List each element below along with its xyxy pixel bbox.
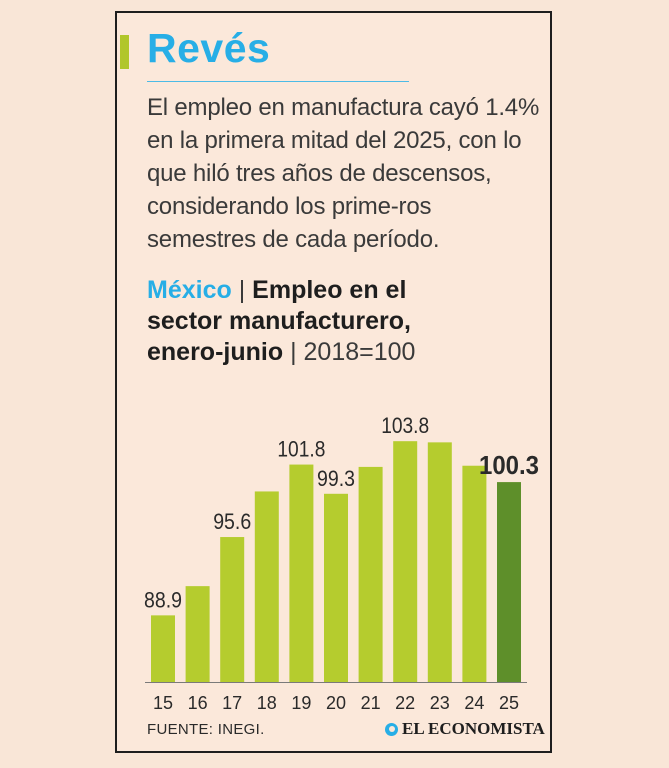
bar-21: [358, 466, 383, 682]
tick-label-25: 25: [499, 693, 519, 713]
bar-18: [254, 491, 279, 682]
employment-bar-chart: 88.9 15 16 95.6 17 18 101.8 19 99.3 20 21 103.8 22 23…: [144, 413, 539, 713]
chart-period: enero-junio: [147, 338, 284, 366]
tick-label-18: 18: [257, 693, 277, 713]
intro-paragraph: El empleo en manufactura cayó 1.4% en la…: [147, 94, 540, 253]
data-label-15: 88.9: [144, 587, 182, 612]
data-label-19: 101.8: [277, 437, 325, 462]
tick-label-24: 24: [464, 693, 484, 713]
tick-label-15: 15: [153, 693, 173, 713]
tick-label-17: 17: [222, 693, 242, 713]
infographic-card: Revés El empleo en manufactura cayó 1.4%…: [115, 11, 552, 753]
bar-16: [185, 586, 210, 682]
brand-logo: EL ECONOMISTA: [385, 719, 545, 739]
data-label-17: 95.6: [213, 509, 251, 534]
bar-20: [324, 493, 348, 682]
tick-label-23: 23: [430, 693, 450, 713]
data-label-20: 99.3: [317, 466, 355, 491]
tick-label-16: 16: [188, 693, 208, 713]
chart-heading: México | Empleo en el sector manufacture…: [147, 275, 547, 368]
bar-19: [289, 464, 314, 682]
title-accent-bar: [120, 35, 129, 69]
chart-country: México: [147, 276, 232, 304]
chart-heading-line1: Empleo en el: [252, 276, 407, 304]
data-label-25: 100.3: [479, 450, 539, 480]
brand-name: EL ECONOMISTA: [402, 719, 545, 738]
bar-24: [462, 465, 487, 682]
bar-25: [497, 482, 521, 682]
title-divider: [147, 81, 409, 82]
bar-15: [151, 615, 175, 682]
chart-heading-line2: sector manufacturero,: [147, 307, 411, 335]
chart-base: 2018=100: [303, 338, 416, 366]
bar-23: [427, 442, 452, 682]
tick-label-19: 19: [291, 693, 311, 713]
bar-22: [393, 441, 418, 682]
brand-icon: [385, 722, 398, 736]
data-label-22: 103.8: [381, 413, 429, 438]
heading-separator-2: |: [290, 338, 297, 366]
tick-label-21: 21: [361, 693, 381, 713]
infographic-title: Revés: [147, 25, 271, 71]
tick-label-22: 22: [395, 693, 415, 713]
bar-17: [220, 537, 245, 682]
tick-label-20: 20: [326, 693, 346, 713]
heading-separator: |: [238, 276, 246, 304]
source-note: FUENTE: INEGI.: [147, 721, 265, 738]
